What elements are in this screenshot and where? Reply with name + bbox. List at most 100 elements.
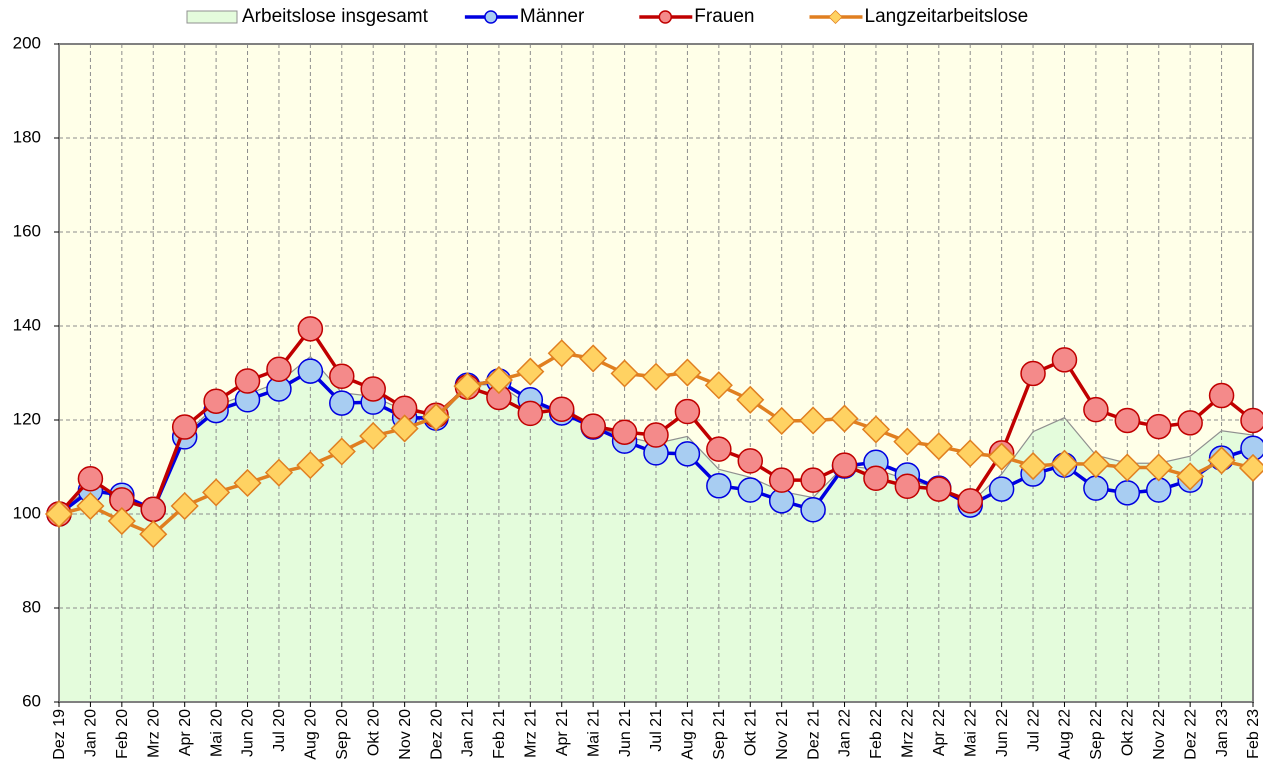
x-tick-label: Okt 20 bbox=[365, 709, 382, 756]
data-point bbox=[1050, 449, 1079, 478]
x-tick-label: Jul 20 bbox=[271, 709, 288, 752]
x-tick-label: Dez 21 bbox=[805, 709, 822, 760]
data-point bbox=[799, 406, 828, 435]
data-point bbox=[233, 468, 262, 498]
data-point bbox=[926, 476, 952, 502]
x-tick-label: Jan 20 bbox=[83, 709, 100, 757]
data-point bbox=[1081, 450, 1110, 479]
data-point bbox=[516, 357, 545, 386]
data-point bbox=[1113, 453, 1142, 482]
x-tick-label: Dez 22 bbox=[1182, 709, 1199, 760]
data-point bbox=[1083, 396, 1109, 423]
x-tick-label: Jan 21 bbox=[460, 709, 477, 757]
data-point bbox=[768, 467, 795, 493]
data-point bbox=[234, 368, 261, 394]
data-point bbox=[140, 496, 167, 523]
x-tick-label: Nov 22 bbox=[1151, 709, 1168, 760]
data-point bbox=[737, 448, 764, 474]
data-point bbox=[297, 358, 324, 384]
data-point bbox=[1018, 451, 1048, 481]
data-point bbox=[1114, 480, 1141, 506]
data-point bbox=[674, 398, 701, 425]
data-point bbox=[202, 478, 231, 507]
x-tick-label: Feb 22 bbox=[868, 709, 885, 759]
data-point bbox=[1176, 462, 1205, 491]
data-point bbox=[266, 356, 292, 382]
x-tick-label: Feb 23 bbox=[1245, 709, 1262, 759]
data-point bbox=[1240, 407, 1263, 434]
data-point bbox=[861, 415, 891, 444]
x-tick-label: Aug 21 bbox=[680, 709, 697, 760]
data-point bbox=[1144, 453, 1173, 482]
data-point bbox=[830, 404, 859, 433]
data-point bbox=[706, 473, 732, 499]
x-tick-label: Sep 22 bbox=[1088, 709, 1105, 760]
x-tick-label: Apr 22 bbox=[931, 709, 948, 756]
data-point bbox=[924, 432, 953, 461]
x-tick-label: Apr 20 bbox=[177, 709, 194, 756]
legend-label: Arbeitslose insgesamt bbox=[242, 6, 429, 27]
data-point bbox=[767, 406, 796, 436]
x-tick-label: Jun 20 bbox=[240, 709, 257, 757]
legend-marker bbox=[484, 10, 498, 24]
y-tick-label: 140 bbox=[13, 315, 41, 334]
y-tick-label: 120 bbox=[13, 409, 41, 428]
data-point bbox=[296, 451, 325, 480]
x-tick-label: Mrz 21 bbox=[523, 709, 540, 758]
data-point bbox=[547, 339, 576, 368]
data-point bbox=[956, 439, 985, 468]
data-point bbox=[704, 371, 733, 400]
y-tick-label: 80 bbox=[22, 597, 41, 616]
x-tick-label: Dez 20 bbox=[428, 709, 445, 760]
legend-label: Langzeitarbeitslose bbox=[865, 6, 1029, 27]
data-point bbox=[1083, 475, 1109, 501]
x-tick-label: Feb 21 bbox=[491, 709, 508, 759]
data-point bbox=[737, 477, 764, 503]
data-point bbox=[453, 372, 482, 401]
data-point bbox=[390, 414, 419, 443]
data-point bbox=[1177, 410, 1203, 436]
data-point bbox=[1114, 407, 1141, 434]
x-tick-label: Jun 22 bbox=[994, 709, 1011, 757]
data-point bbox=[987, 442, 1016, 471]
x-tick-label: Jan 22 bbox=[837, 709, 854, 757]
x-tick-label: Mrz 20 bbox=[145, 709, 162, 758]
data-point bbox=[171, 414, 198, 440]
x-tick-label: Okt 21 bbox=[742, 709, 759, 756]
data-point bbox=[1207, 446, 1236, 475]
data-point bbox=[517, 400, 544, 427]
x-tick-label: Mai 20 bbox=[208, 709, 225, 757]
legend-marker bbox=[828, 9, 843, 25]
x-tick-label: Nov 21 bbox=[774, 709, 791, 760]
data-point bbox=[988, 476, 1015, 502]
x-tick-label: Aug 22 bbox=[1057, 709, 1074, 760]
data-point bbox=[548, 396, 575, 422]
x-tick-label: Mrz 22 bbox=[900, 709, 917, 758]
legend-label: Männer bbox=[520, 6, 585, 27]
data-point bbox=[863, 465, 889, 492]
legend-marker bbox=[658, 10, 673, 24]
x-tick-label: Feb 20 bbox=[114, 709, 131, 759]
x-tick-label: Mai 22 bbox=[962, 709, 979, 757]
data-point bbox=[1020, 360, 1046, 387]
data-point bbox=[76, 491, 105, 521]
data-point bbox=[800, 497, 826, 523]
data-point bbox=[170, 491, 199, 521]
x-tick-label: Dez 19 bbox=[51, 709, 68, 760]
data-point bbox=[673, 358, 702, 387]
data-point bbox=[641, 362, 671, 391]
data-point bbox=[107, 506, 136, 536]
data-point bbox=[421, 403, 451, 432]
data-point bbox=[264, 458, 294, 487]
y-tick-label: 60 bbox=[22, 691, 41, 710]
x-tick-label: Jun 21 bbox=[617, 709, 634, 757]
data-point bbox=[610, 359, 639, 388]
data-point bbox=[894, 473, 921, 500]
data-point bbox=[44, 499, 74, 529]
data-point bbox=[957, 488, 983, 514]
data-point bbox=[139, 520, 168, 549]
y-tick-label: 100 bbox=[13, 503, 41, 522]
data-point bbox=[800, 467, 826, 493]
data-point bbox=[643, 422, 669, 448]
